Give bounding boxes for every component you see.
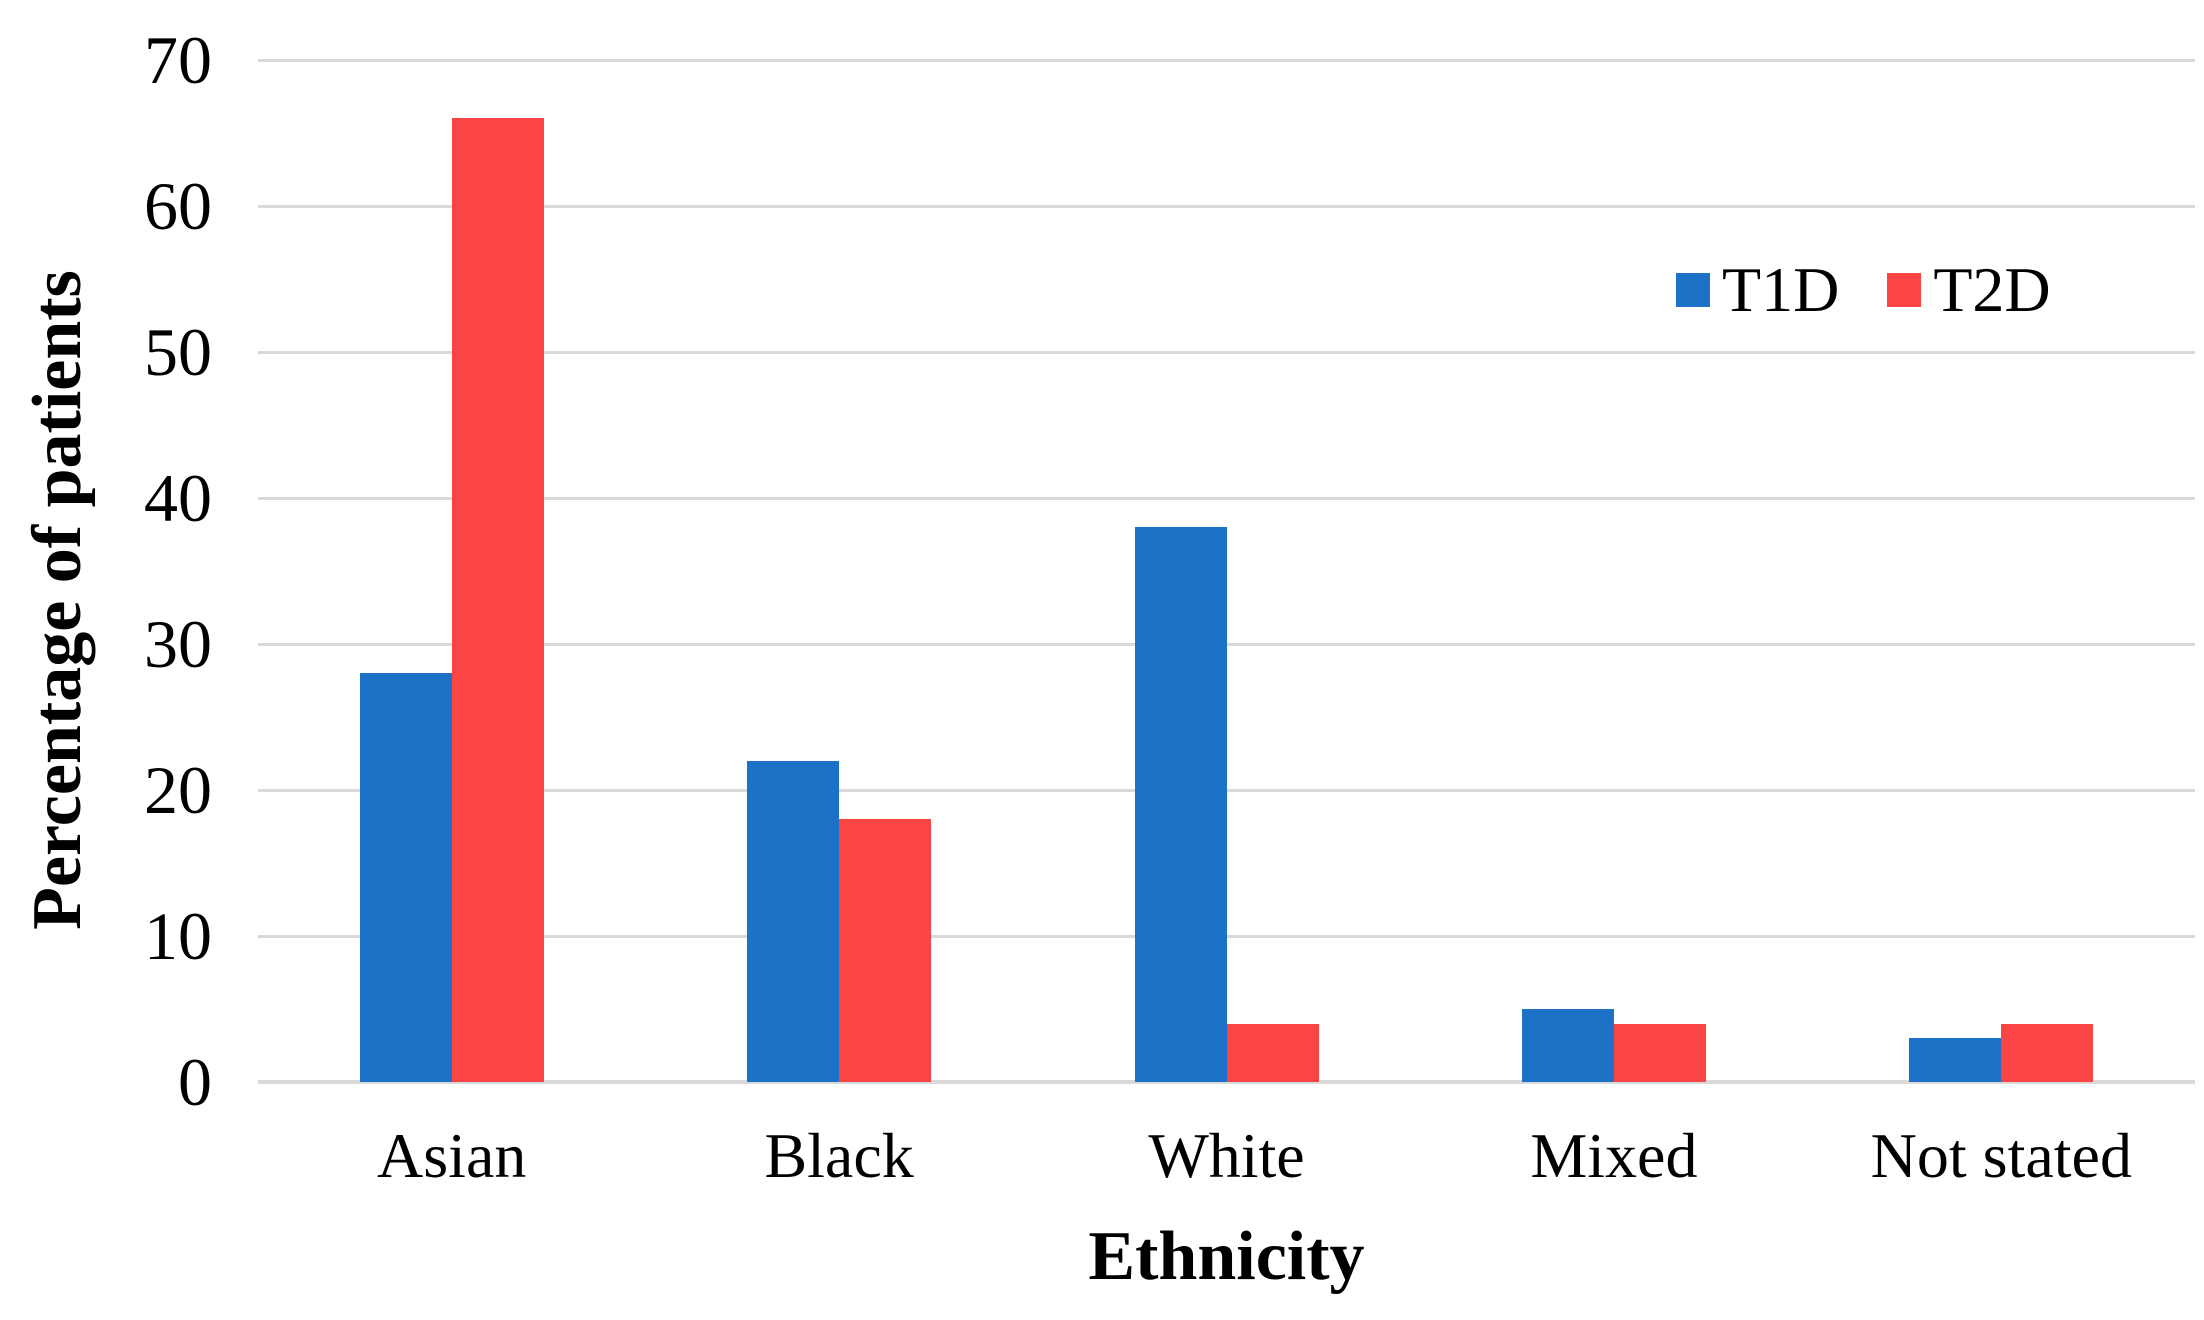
y-tick-label-30: 30 xyxy=(144,606,212,682)
gridline-30 xyxy=(258,643,2195,646)
bar-t1d-asian xyxy=(359,673,452,1082)
y-axis-tick-labels: 70 60 50 40 30 20 10 0 xyxy=(0,26,212,1116)
gridline-40 xyxy=(258,497,2195,500)
legend-swatch-t1d xyxy=(1676,273,1710,307)
bar-t2d-asian xyxy=(451,118,544,1082)
x-axis-category-labels: Asian Black White Mixed Not stated xyxy=(258,1112,2195,1200)
x-category-label-asian: Asian xyxy=(377,1120,527,1191)
y-tick-label-20: 20 xyxy=(144,752,212,828)
y-tick-label-70: 70 xyxy=(144,22,212,98)
gridline-20 xyxy=(258,789,2195,792)
y-tick-label-10: 10 xyxy=(144,898,212,974)
y-tick-label-0: 0 xyxy=(178,1044,212,1120)
gridline-70 xyxy=(258,59,2195,62)
gridline-50 xyxy=(258,351,2195,354)
y-tick-label-60: 60 xyxy=(144,168,212,244)
legend-label-t2d: T2D xyxy=(1933,254,2051,325)
bar-t1d-white xyxy=(1134,527,1227,1082)
x-axis-line xyxy=(258,1080,2195,1084)
x-category-label-white: White xyxy=(1148,1120,1305,1191)
gridline-60 xyxy=(258,205,2195,208)
x-category-label-mixed: Mixed xyxy=(1530,1120,1698,1191)
x-category-label-not-stated: Not stated xyxy=(1870,1120,2132,1191)
bar-t2d-black xyxy=(839,819,932,1082)
plot-area xyxy=(258,59,2195,1084)
bar-t2d-mixed xyxy=(1613,1023,1706,1082)
x-category-label-black: Black xyxy=(764,1120,914,1191)
bar-t1d-not-stated xyxy=(1909,1038,2002,1082)
x-axis-title: Ethnicity xyxy=(1088,1218,1365,1295)
legend-label-t1d: T1D xyxy=(1722,254,1840,325)
legend-item-t1d: T1D xyxy=(1676,258,1839,322)
bar-t2d-white xyxy=(1226,1023,1319,1082)
y-tick-label-40: 40 xyxy=(144,460,212,536)
bar-t1d-black xyxy=(747,760,840,1082)
bar-t1d-mixed xyxy=(1521,1009,1614,1082)
legend: T1D T2D xyxy=(1676,255,2051,325)
y-tick-label-50: 50 xyxy=(144,314,212,390)
bar-t2d-not-stated xyxy=(2001,1023,2094,1082)
legend-swatch-t2d xyxy=(1887,273,1922,307)
legend-item-t2d: T2D xyxy=(1887,254,2051,325)
gridline-10 xyxy=(258,935,2195,938)
